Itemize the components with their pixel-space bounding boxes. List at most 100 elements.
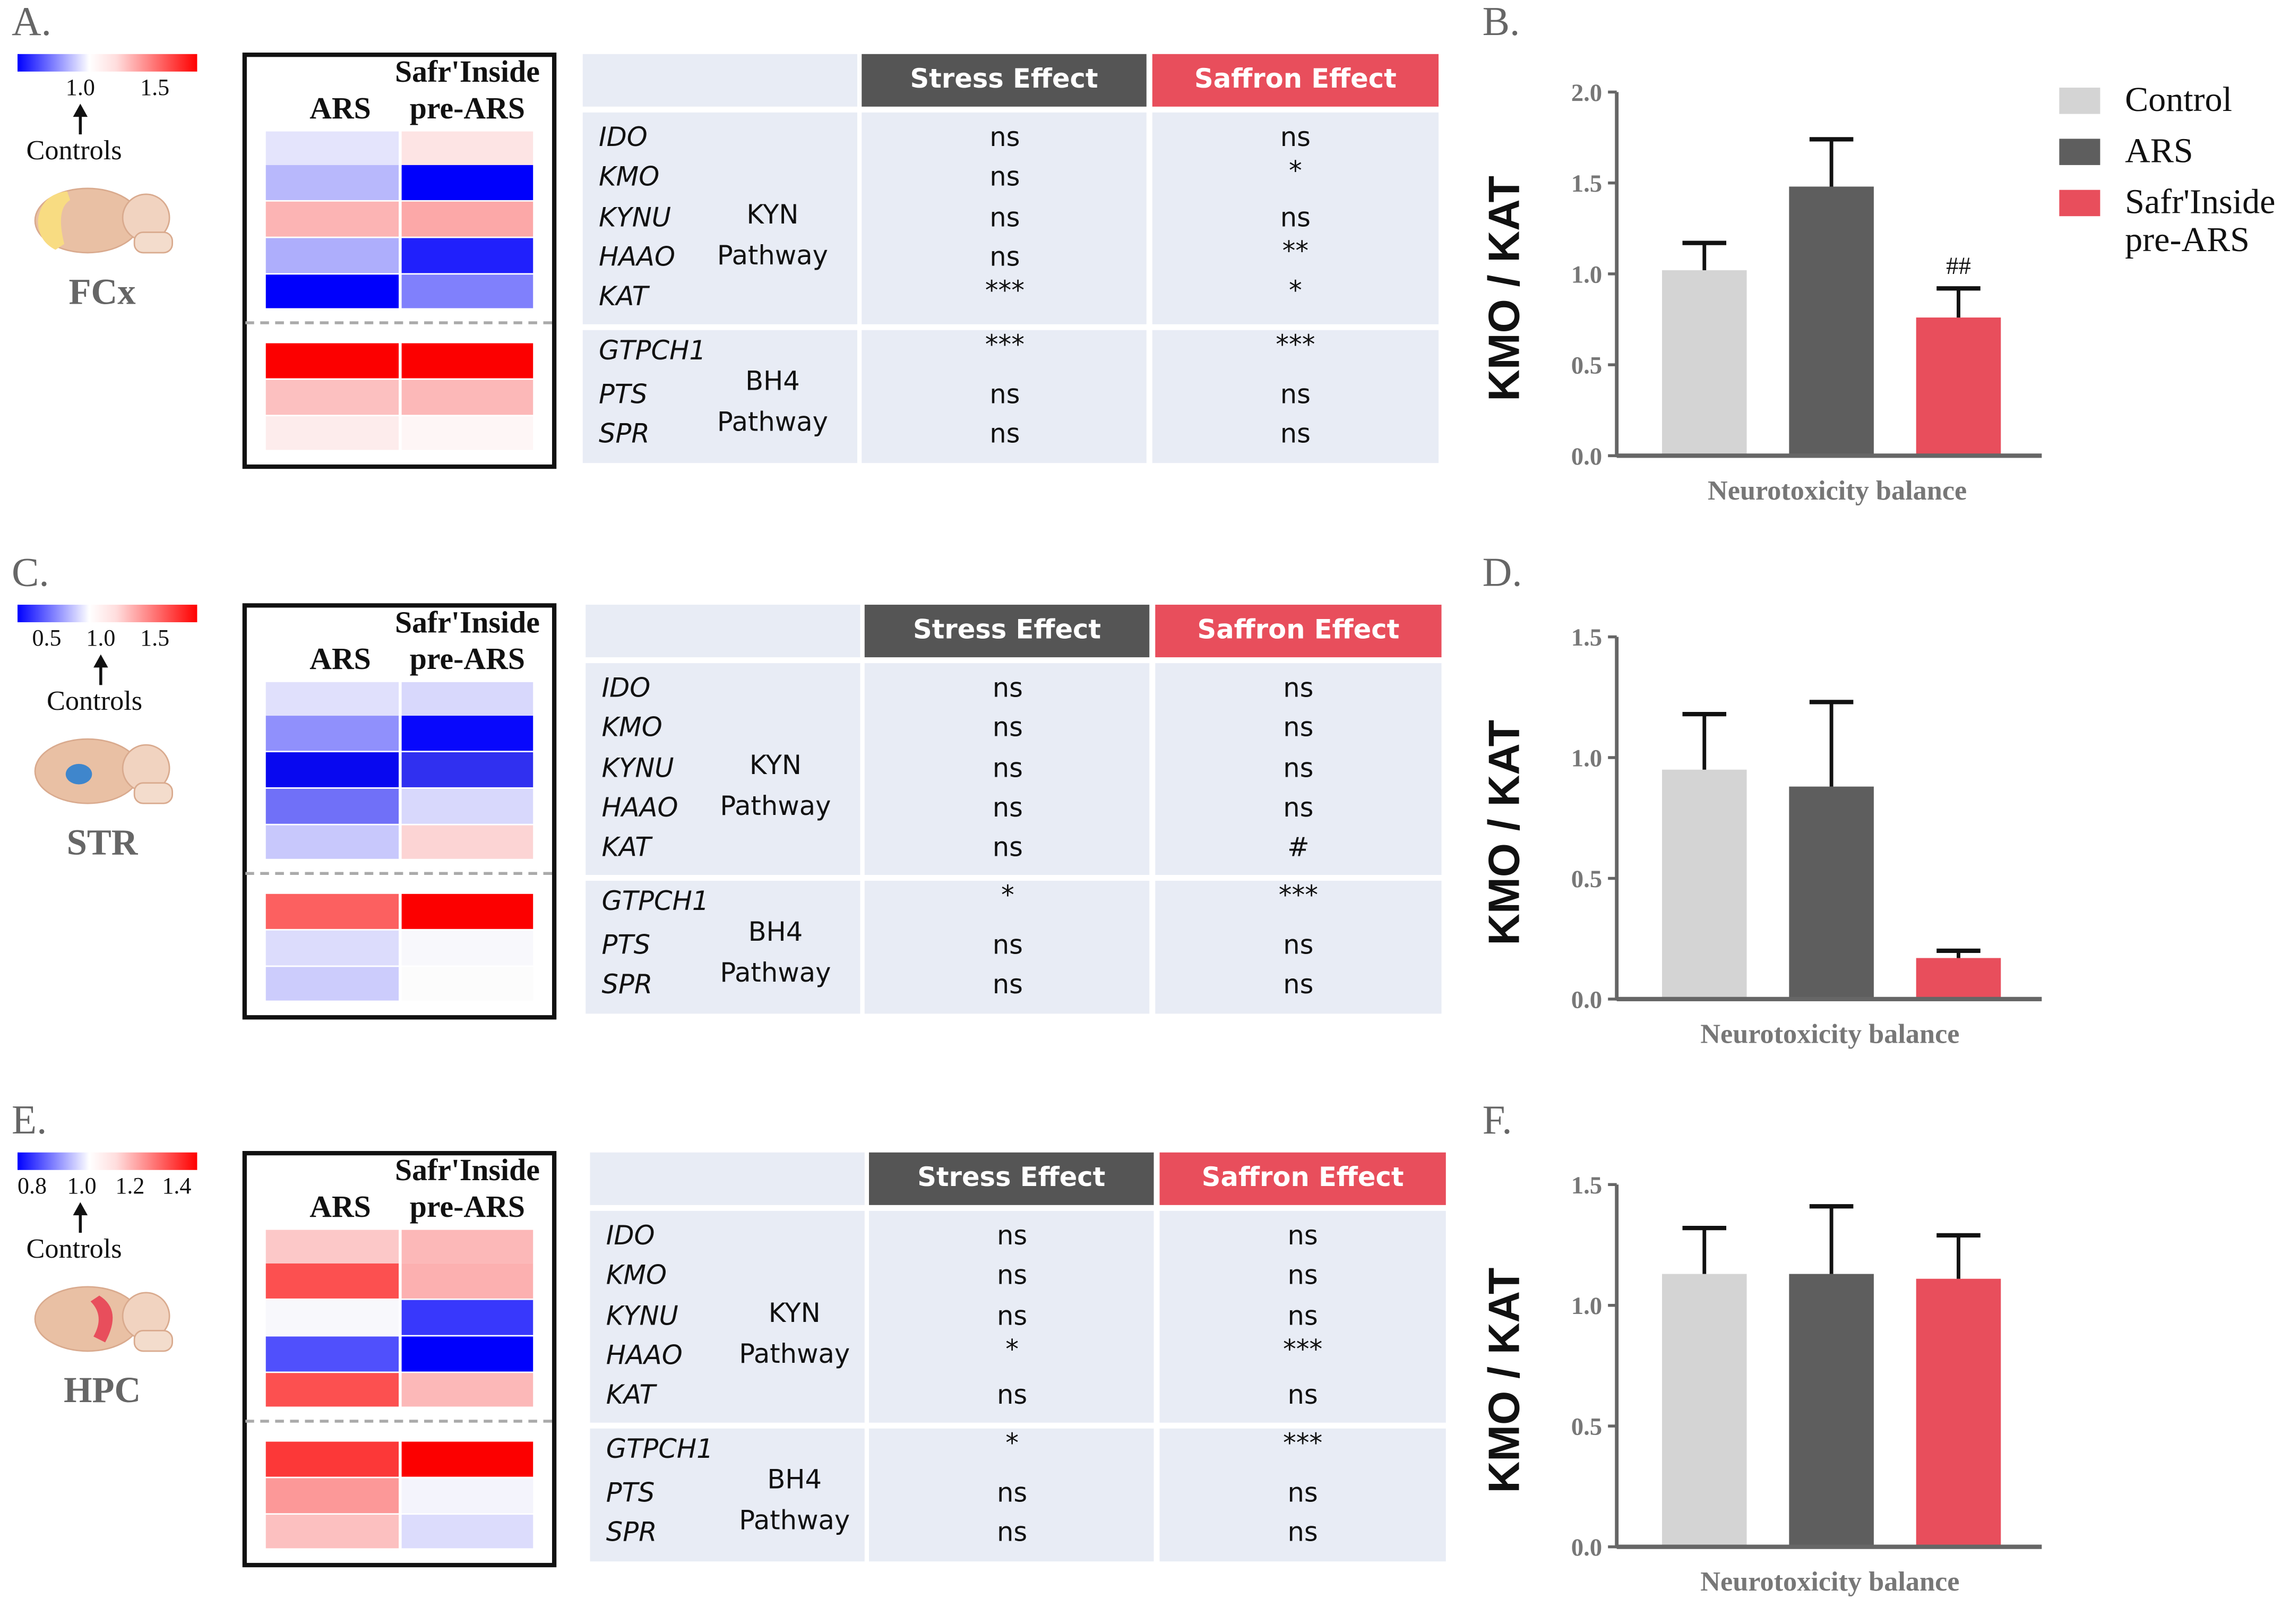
kyn-pathway-label: KYN [749,751,802,781]
heatmap-cell-ars [265,752,399,787]
gene-name: KYNU [599,203,671,234]
heatmap-cell-ars [265,967,399,1001]
heatmap-header-saffron: pre-ARS [409,641,526,676]
heatmap-cell-saffron [401,343,533,379]
chart-panel-letter: B. [1482,0,1520,46]
significance-annotation: ## [1946,252,1971,280]
bh4-pathway-label: Pathway [739,1506,850,1537]
y-tick-label: 2.0 [1571,79,1602,107]
table-genes-cell [590,1428,865,1562]
heatmap-cell-saffron [401,716,533,751]
panel-letter: A. [12,0,51,46]
gene-name: HAAO [606,1341,683,1372]
stress-significance: ns [992,753,1023,785]
heatmap-cell-saffron [401,274,533,308]
region-label: HPC [63,1371,141,1411]
bh4-pathway-label: Pathway [720,958,831,989]
heatmap-cell-saffron [401,1230,533,1264]
heatmap-cell-saffron [401,825,533,859]
brain-icon [34,187,174,254]
heatmap-header-saffron: Safr'Inside [394,605,540,640]
saffron-significance: ns [1287,1380,1318,1411]
gene-name: KYNU [601,753,674,785]
gene-name: SPR [601,969,653,1001]
stress-effect-header: Stress Effect [869,1152,1154,1205]
bh4-pathway-label: BH4 [745,366,800,398]
heatmap-cell-ars [265,682,399,716]
saffron-significance: ns [1287,1260,1318,1292]
bar-control [1661,1274,1747,1547]
gene-name: IDO [599,123,648,153]
saffron-significance: ns [1283,753,1314,785]
y-tick-label: 1.5 [1571,624,1602,651]
table-genes-cell [586,881,860,1014]
brain-stem [133,231,174,254]
legend-label-ars: ARS [2125,133,2193,171]
saffron-significance: ns [1280,123,1311,153]
stress-significance: ns [997,1260,1028,1292]
stress-significance: ns [992,930,1023,961]
gene-name: GTPCH1 [606,1434,713,1465]
colorbar-tick: 1.5 [140,76,170,101]
heatmap-cell-ars [265,716,399,751]
arrow-up-icon [79,1212,82,1233]
table-stress-cell [869,1428,1154,1562]
bar-saffron [1916,317,2001,456]
saffron-significance: ns [1283,673,1314,704]
legend-swatch-control [2059,88,2100,114]
heatmap-cell-ars [265,416,399,450]
saffron-effect-header: Saffron Effect [1155,605,1442,658]
gene-name: KMO [606,1260,667,1292]
pathway-divider [245,321,552,324]
kyn-pathway-label: KYN [768,1298,821,1329]
table-genes-cell [586,663,860,875]
heatmap-cell-saffron [401,201,533,237]
gene-name: KAT [601,832,651,864]
heatmap-cell-saffron [401,752,533,787]
brain-stem [133,782,174,804]
stress-significance: ns [992,673,1023,704]
y-tick-label: 1.5 [1571,170,1602,197]
bar-chart: 0.0 0.5 1.0 1.5 Neurotoxicity balance KMO / K… [1479,624,2042,1049]
colorbar-tick: 1.4 [162,1174,192,1199]
chart-panel-letter: D. [1482,551,1522,596]
stress-significance: ns [997,1301,1028,1333]
stress-significance: ns [989,242,1020,273]
gene-name: PTS [599,380,648,411]
saffron-significance: *** [1276,330,1315,361]
heatmap-cell-saffron [401,1300,533,1335]
heatmap-cell-saffron [401,1336,533,1372]
saffron-significance: *** [1283,1335,1323,1366]
y-tick-label: 0.0 [1571,443,1602,470]
table-stress-cell [869,1210,1154,1423]
heatmap-cell-saffron [401,930,533,966]
bar-chart: 0.0 0.5 1.0 1.5 Neurotoxicity balance KMO / K… [1479,1172,2042,1597]
heatmap-cell-saffron [401,1441,533,1477]
heatmap-cell-ars [265,930,399,966]
gene-name: PTS [606,1478,655,1509]
x-axis-label: Neurotoxicity balance [1700,1018,1959,1049]
kyn-pathway-label: Pathway [739,1339,850,1370]
heatmap-cell-saffron [401,1373,533,1407]
heatmap-header-ars: ARS [309,641,371,676]
saffron-significance: *** [1283,1428,1323,1459]
y-tick-label: 0.0 [1571,986,1602,1013]
arrow-up-icon [79,114,82,135]
colorbar-tick: 1.5 [140,626,170,652]
stress-significance: ns [997,1517,1028,1549]
heatmap-cell-ars [265,238,399,273]
saffron-significance: ns [1287,1221,1318,1252]
saffron-significance: ns [1287,1517,1318,1549]
brain-icon [34,1286,174,1352]
colorbar-tick: 0.5 [32,626,62,652]
heatmap-cell-saffron [401,1515,533,1549]
stress-significance: * [1001,881,1014,912]
region-label: FCx [68,273,136,313]
gene-name: KAT [599,282,649,313]
y-tick-label: 0.5 [1571,865,1602,893]
controls-label: Controls [26,1234,122,1265]
table-saffron-cell [1152,330,1439,463]
bar-saffron [1916,1278,2001,1547]
heatmap-frame [242,603,557,1020]
